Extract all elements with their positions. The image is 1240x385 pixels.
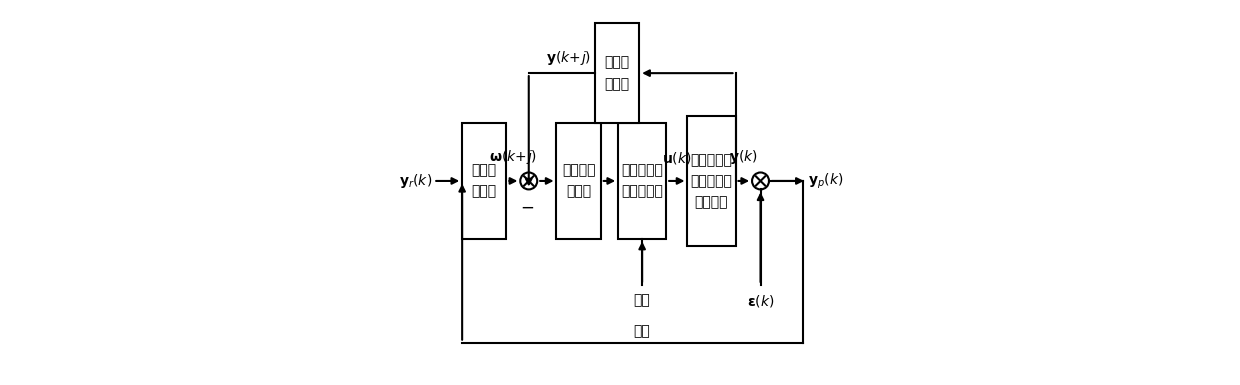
Text: 多区互联电: 多区互联电 (691, 153, 733, 167)
FancyBboxPatch shape (618, 123, 666, 239)
Text: 数计算: 数计算 (565, 184, 591, 199)
FancyBboxPatch shape (557, 123, 600, 239)
Text: 优化求解器: 优化求解器 (621, 184, 663, 199)
Text: $\mathbf{\varepsilon}(k)$: $\mathbf{\varepsilon}(k)$ (746, 293, 774, 309)
FancyBboxPatch shape (595, 23, 640, 123)
Text: 控制系统: 控制系统 (694, 195, 728, 209)
Text: 自适应进化: 自适应进化 (621, 163, 663, 177)
Text: 约束: 约束 (634, 293, 651, 307)
Text: 适应度函: 适应度函 (562, 163, 595, 177)
Text: 迹模型: 迹模型 (471, 184, 497, 199)
Text: 预测输: 预测输 (605, 55, 630, 70)
Text: 条件: 条件 (634, 324, 651, 338)
Text: $\mathbf{y}_p(k)$: $\mathbf{y}_p(k)$ (808, 171, 843, 191)
Text: $\mathbf{\omega}(k\!+\!j)$: $\mathbf{\omega}(k\!+\!j)$ (490, 147, 537, 166)
Text: $\mathbf{y}_r(k)$: $\mathbf{y}_r(k)$ (399, 172, 432, 190)
FancyBboxPatch shape (463, 123, 506, 239)
FancyBboxPatch shape (687, 116, 735, 246)
Text: 力负荷频率: 力负荷频率 (691, 174, 733, 188)
Text: $\mathbf{y}(k)$: $\mathbf{y}(k)$ (729, 147, 758, 166)
Text: −: − (520, 199, 533, 217)
Text: 出模型: 出模型 (605, 77, 630, 91)
Text: $\mathbf{y}(k\!+\!j)$: $\mathbf{y}(k\!+\!j)$ (546, 49, 591, 67)
Text: $\mathbf{u}(k)$: $\mathbf{u}(k)$ (662, 149, 692, 166)
Text: 参考轨: 参考轨 (471, 163, 497, 177)
